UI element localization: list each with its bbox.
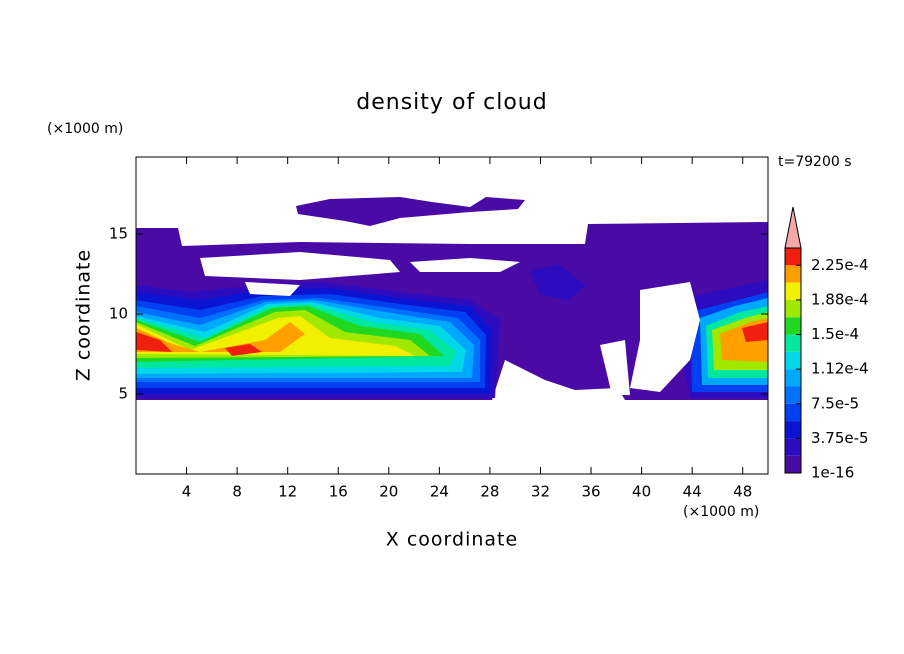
colorbar-tick-label: 1.88e-4 (811, 290, 869, 308)
colorbar-extend (784, 206, 802, 249)
x-tick-label: 36 (581, 483, 600, 501)
x-tick-label: 8 (232, 483, 242, 501)
x-axis-label: X coordinate (386, 529, 518, 551)
colorbar-band (785, 282, 801, 300)
contour-region (296, 197, 525, 226)
chart-title: density of cloud (356, 90, 547, 115)
x-tick-label: 40 (632, 483, 651, 501)
colorbar-band (785, 334, 801, 352)
colorbar-band (785, 455, 801, 473)
colorbar-tick-label: 1.5e-4 (811, 325, 859, 343)
x-tick-label: 44 (683, 483, 702, 501)
x-tick-label: 32 (531, 483, 550, 501)
cloud-gap (200, 252, 400, 280)
contour-region (136, 332, 172, 352)
colorbar-band (785, 421, 801, 439)
x-tick-label: 4 (182, 483, 192, 501)
colorbar-band (785, 403, 801, 422)
cloud-gap (630, 282, 700, 392)
colorbar-band (785, 265, 801, 283)
cloud-gap (245, 282, 300, 296)
colorbar-tick-label: 1e-16 (811, 464, 854, 482)
y-tick-label: 15 (109, 225, 128, 243)
contour-region (225, 344, 262, 356)
contour-field (136, 197, 768, 400)
colorbar-band (785, 317, 801, 335)
colorbar-frame (784, 247, 802, 474)
x-tick-label: 48 (733, 483, 752, 501)
colorbar-tick-label: 1.12e-4 (811, 360, 869, 378)
y-axis-label: Z coordinate (73, 249, 95, 381)
x-tick-label: 16 (329, 483, 348, 501)
x-tick-label: 24 (430, 483, 449, 501)
cloud-gap (410, 258, 520, 272)
colorbar-band (785, 369, 801, 387)
plot-frame (135, 156, 769, 475)
cloud-gap (600, 340, 630, 395)
y-unit: (×1000 m) (47, 121, 123, 137)
y-tick-label: 5 (118, 385, 128, 403)
colorbar-band (785, 248, 801, 266)
x-unit: (×1000 m) (683, 504, 759, 520)
time-label: t=79200 s (778, 154, 852, 170)
colorbar-tick-label: 3.75e-5 (811, 429, 869, 447)
x-tick-label: 12 (278, 483, 297, 501)
colorbar-band (785, 386, 801, 404)
contour-region (742, 322, 768, 342)
colorbar-band (785, 299, 801, 318)
x-tick-label: 20 (379, 483, 398, 501)
contour-region (530, 265, 585, 300)
colorbar-band (785, 351, 801, 370)
x-tick-label: 28 (480, 483, 499, 501)
colorbar-band (785, 438, 801, 456)
y-tick-label: 10 (109, 305, 128, 323)
colorbar-tick-label: 2.25e-4 (811, 256, 869, 274)
colorbar-tick-label: 7.5e-5 (811, 394, 859, 412)
contour-region (136, 322, 305, 352)
